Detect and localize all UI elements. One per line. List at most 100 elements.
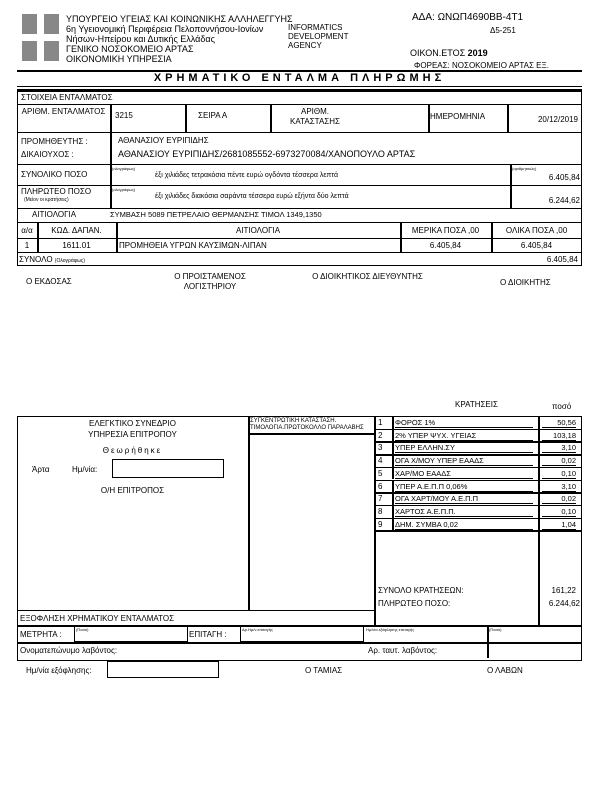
- kratisi-name: ΟΓΑ ΧΑΡΤ/ΜΟΥ Α.Ε.Π.Π: [395, 494, 533, 505]
- settlement-title: ΕΞΟΦΛΗΣΗ ΧΡΗΜΑΤΙΚΟΥ ΕΝΤΑΛΜΑΤΟΣ: [20, 614, 175, 623]
- date-value: 20/12/2019: [537, 115, 578, 124]
- row-partial: 6.405,84: [429, 241, 462, 250]
- signature-director: Ο ΔΙΟΙΚΗΤΗΣ: [500, 278, 551, 287]
- num-label: ΑΡΙΘΜ. ΕΝΤΑΛΜΑΤΟΣ: [21, 107, 106, 116]
- kratiseis-payable: 6.244,62: [548, 599, 580, 608]
- supplier-label: ΠΡΟΜΗΘΕΥΤΗΣ :: [21, 137, 88, 146]
- ada-code: ΑΔΑ: ΩΝΩΠ4690ΒΒ-4Τ1: [412, 12, 524, 23]
- pay-date-input[interactable]: [107, 661, 219, 678]
- kratisi-amount: 103,18: [542, 431, 576, 441]
- kratisi-name: ΥΠΕΡ Α.Ε.Π.Π 0,06%: [395, 482, 533, 492]
- sum-label: ΣΥΝΟΛΟ: [19, 255, 53, 264]
- cashier-signature: Ο ΤΑΜΙΑΣ: [305, 666, 343, 675]
- kratiseis-payable-label: ΠΛΗΡΩΤΕΟ ΠΟΣΟ:: [378, 599, 451, 608]
- page-title: ΧΡΗΜΑΤΙΚΟ ΕΝΤΑΛΜΑ ΠΛΗΡΩΜΗΣ: [153, 72, 446, 84]
- kratisi-number: 5: [378, 468, 383, 478]
- region-2: Νήσων-Ηπείρου και Δυτικής Ελλάδας: [66, 34, 215, 44]
- cash-label: ΜΕΤΡΗΤΑ :: [20, 630, 62, 639]
- cross-logo-icon: [22, 14, 59, 61]
- payable-label: ΠΛΗΡΩΤΕΟ ΠΟΣΟ: [21, 187, 92, 196]
- receiver-name-label: Ονοματεπώνυμο λαβόντος:: [20, 646, 118, 655]
- payable-words: έξι χιλιάδες διακόσια σαράντα τέσσερα ευ…: [155, 193, 349, 200]
- digits-note: (αριθμητικώς): [512, 166, 537, 171]
- issuer-block: ΥΠΟΥΡΓΕΙΟ ΥΓΕΙΑΣ ΚΑΙ ΚΟΙΝΩΝΙΚΗΣ ΑΛΛΗΛΕΓΓ…: [66, 14, 293, 64]
- reason-label: ΑΙΤΙΟΛΟΓΙΑ: [32, 210, 77, 219]
- kratisi-name: ΟΓΑ Χ/ΜΟΥ ΥΠΕΡ ΕΑΑΔΣ: [395, 456, 533, 467]
- total-amount: 6.405,84: [548, 173, 580, 182]
- seira: ΣΕΙΡΑ Α: [198, 111, 228, 120]
- central-list: ΣΥΓΚΕΝΤΡΩΤΙΚΗ ΚΑΤΑΣΤΑΣΗ. ΤΙΜΟΛΟΓΙΑ.ΠΡΩΤΟ…: [250, 418, 364, 431]
- words-note: (ολογράφως): [112, 187, 136, 192]
- beneficiary-label: ΔΙΚΑΙΟΥΧΟΣ :: [21, 150, 74, 159]
- col-aa: α/α: [21, 226, 33, 235]
- section-title: ΣΤΟΙΧΕΙΑ ΕΝΤΑΛΜΑΤΟΣ: [21, 93, 113, 102]
- kratisi-name: 2% ΥΠΕΡ ΨΥΧ. ΥΓΕΙΑΣ: [395, 431, 533, 441]
- region: 6η Υγειονομική Περιφέρεια Πελοποννήσου-Ι…: [66, 24, 264, 34]
- kratisi-number: 8: [378, 506, 383, 516]
- total-words: έξι χιλιάδες τετρακόσια πέντε ευρώ ογδόν…: [155, 172, 339, 179]
- entalma-number: 3215: [115, 111, 133, 120]
- kratiseis-total-label: ΣΥΝΟΛΟ ΚΡΑΤΗΣΕΩΝ:: [378, 586, 464, 595]
- receiver-signature: Ο ΛΑΒΩΝ: [487, 666, 523, 675]
- cheque-amount-note: (Ποσό): [489, 627, 502, 632]
- supplier: ΑΘΑΝΑΣΙΟΥ ΕΥΡΙΠΙΔΗΣ: [118, 136, 209, 145]
- kratisi-name: ΥΠΕΡ ΕΛΛΗΝ.ΣΥ: [395, 443, 533, 454]
- cash-amount-field[interactable]: (Ποσό): [74, 625, 188, 642]
- audit-signer: Ο/Η ΕΠΙΤΡΟΠΟΣ: [100, 486, 165, 495]
- receiver-id-label: Αρ. ταυτ. λαβόντος:: [368, 646, 438, 655]
- cheque-label: ΕΠΙΤΑΓΗ :: [189, 630, 227, 639]
- payable-amount: 6.244,62: [548, 196, 580, 205]
- signature-accounting: Ο ΠΡΟΙΣΤΑΜΕΝΟΣ ΛΟΓΙΣΤΗΡΙΟΥ: [174, 272, 246, 291]
- year-label: ΟΙΚΟΝ.ΕΤΟΣ: [410, 48, 466, 58]
- ministry: ΥΠΟΥΡΓΕΙΟ ΥΓΕΙΑΣ ΚΑΙ ΚΟΙΝΩΝΙΚΗΣ ΑΛΛΗΛΕΓΓ…: [66, 14, 293, 24]
- col-total: ΟΛΙΚΑ ΠΟΣΑ ,00: [505, 226, 568, 235]
- kat-label: ΑΡΙΘΜ. ΚΑΤΑΣΤΑΣΗΣ: [290, 107, 340, 126]
- kratisi-name: ΧΑΡΤΟΣ Α.Ε.Π.Π.: [395, 507, 533, 517]
- cheque-number-note: Αρ.Ημ/ν.επιταγής: [242, 627, 273, 632]
- kratisi-number: 7: [378, 494, 383, 504]
- col-reason: ΑΙΤΙΟΛΟΓΙΑ: [235, 226, 281, 235]
- audit-city: Άρτα: [32, 465, 50, 474]
- date-label: ΗΜΕΡΟΜΗΝΙΑ: [430, 112, 486, 121]
- kratisi-number: 4: [378, 456, 383, 466]
- foreas: ΦΟΡΕΑΣ: ΝΟΣΟΚΟΜΕΙΟ ΑΡΤΑΣ ΕΞ.: [414, 61, 549, 70]
- cheque-date-note: Ημ/νία εξόφλησης επιταγής: [366, 627, 415, 632]
- kratisi-name: ΦΟΡΟΣ 1%: [395, 418, 533, 428]
- agency-logo: INFORMATICS DEVELOPMENT AGENCY: [288, 23, 349, 50]
- kratisi-amount: 50,56: [542, 418, 576, 428]
- kratisi-name: ΧΑΡ/ΜΟ ΕΑΑΔΣ: [395, 469, 533, 479]
- sum-value: 6.405,84: [546, 255, 578, 264]
- kratisi-amount: 3,10: [542, 443, 576, 454]
- audit-date-label: Ημ/νία:: [72, 465, 98, 474]
- kratiseis-title: ΚΡΑΤΗΣΕΙΣ: [455, 400, 498, 409]
- table-row: 1: [24, 241, 30, 250]
- kratisi-amount: 0,10: [542, 507, 576, 517]
- signature-admin-director: Ο ΔΙΟΙΚΗΤΙΚΟΣ ΔΙΕΥΘΥΝΤΗΣ: [312, 272, 423, 281]
- audit-court: ΕΛΕΓΚΤΙΚΟ ΣΥΝΕΔΡΙΟ: [89, 419, 176, 428]
- audit-date-input[interactable]: [112, 459, 224, 478]
- cash-amount-note: (Ποσό): [76, 627, 89, 632]
- kratisi-amount: 0,02: [542, 456, 576, 467]
- kratisi-number: 3: [378, 443, 383, 453]
- kratisi-amount: 0,10: [542, 469, 576, 479]
- reason: ΣΥΜΒΑΣΗ 5089 ΠΕΤΡΕΛΑΙΟ ΘΕΡΜΑΝΣΗΣ ΤΙΜΟΛ 1…: [110, 210, 322, 219]
- amount-label: ποσό: [552, 402, 572, 411]
- kratisi-amount: 1,04: [542, 520, 576, 530]
- kratisi-name: ΔΗΜ. ΣΥΜΒΑ 0,02: [395, 520, 533, 530]
- hospital: ΓΕΝΙΚΟ ΝΟΣΟΚΟΜΕΙΟ ΑΡΤΑΣ: [66, 44, 194, 54]
- lower-box: [17, 416, 582, 661]
- cheque-number-field[interactable]: Αρ.Ημ/ν.επιταγής: [240, 625, 364, 642]
- row-code: 1611.01: [62, 241, 91, 250]
- year: 2019: [467, 48, 488, 58]
- department: ΟΙΚΟΝΟΜΙΚΗ ΥΠΗΡΕΣΙΑ: [66, 54, 172, 64]
- kratisi-amount: 0,02: [542, 494, 576, 505]
- kratisi-number: 2: [378, 430, 383, 440]
- signature-issuer: Ο ΕΚΔΟΣΑΣ: [26, 277, 72, 286]
- kratisi-number: 1: [378, 418, 383, 427]
- words-note: (ολογράφως): [112, 166, 136, 171]
- kratisi-number: 9: [378, 519, 383, 529]
- col-code: ΚΩΔ. ΔΑΠΑΝ.: [51, 226, 102, 235]
- beneficiary: ΑΘΑΝΑΣΙΟΥ ΕΥΡΙΠΙΔΗΣ/2681085552-697327008…: [118, 149, 416, 159]
- payable-sub: (Μείον οι κρατήσεις): [24, 197, 69, 203]
